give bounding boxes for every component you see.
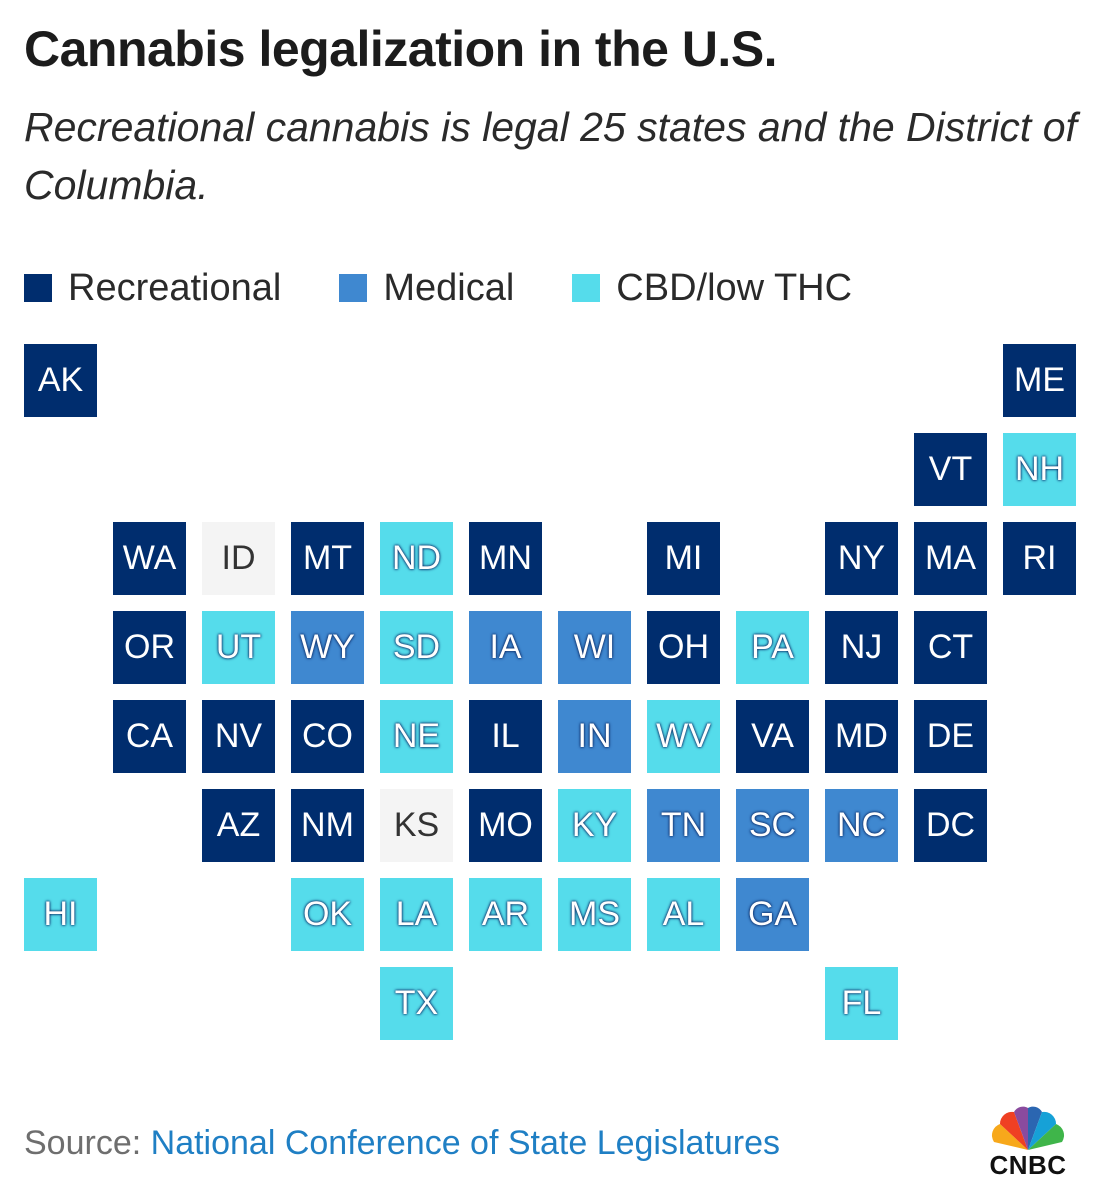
state-tile-wv: WV bbox=[647, 700, 720, 773]
state-tile-il: IL bbox=[469, 700, 542, 773]
legend-item-medical: Medical bbox=[339, 267, 514, 310]
state-tile-ne: NE bbox=[380, 700, 453, 773]
state-tile-md: MD bbox=[825, 700, 898, 773]
legend: Recreational Medical CBD/low THC bbox=[24, 262, 910, 314]
page-title: Cannabis legalization in the U.S. bbox=[24, 21, 778, 77]
state-tile-ar: AR bbox=[469, 878, 542, 951]
legend-swatch-medical bbox=[339, 274, 368, 302]
state-tile-pa: PA bbox=[736, 611, 809, 684]
state-tile-nc: NC bbox=[825, 789, 898, 862]
state-tile-ks: KS bbox=[380, 789, 453, 862]
legend-label-recreational: Recreational bbox=[68, 266, 282, 309]
source-label: Source: bbox=[24, 1124, 142, 1162]
state-tile-wi: WI bbox=[558, 611, 631, 684]
state-tile-nv: NV bbox=[202, 700, 275, 773]
state-tile-ok: OK bbox=[291, 878, 364, 951]
state-tile-nh: NH bbox=[1003, 433, 1076, 506]
cnbc-logo-text: CNBC bbox=[989, 1150, 1067, 1180]
state-tile-la: LA bbox=[380, 878, 453, 951]
state-tile-va: VA bbox=[736, 700, 809, 773]
state-tile-ct: CT bbox=[914, 611, 987, 684]
legend-item-cbd: CBD/low THC bbox=[572, 267, 852, 310]
source-line: Source: National Conference of State Leg… bbox=[24, 1124, 780, 1163]
state-tile-ms: MS bbox=[558, 878, 631, 951]
state-tile-wa: WA bbox=[113, 522, 186, 595]
state-tile-me: ME bbox=[1003, 344, 1076, 417]
state-tile-mo: MO bbox=[469, 789, 542, 862]
state-tile-ca: CA bbox=[113, 700, 186, 773]
state-tile-ut: UT bbox=[202, 611, 275, 684]
legend-swatch-recreational bbox=[24, 274, 52, 302]
state-tile-ga: GA bbox=[736, 878, 809, 951]
state-tile-az: AZ bbox=[202, 789, 275, 862]
state-tile-vt: VT bbox=[914, 433, 987, 506]
peacock-icon bbox=[991, 1106, 1065, 1150]
state-tile-oh: OH bbox=[647, 611, 720, 684]
state-tile-ak: AK bbox=[24, 344, 97, 417]
state-tile-ky: KY bbox=[558, 789, 631, 862]
state-tile-tx: TX bbox=[380, 967, 453, 1040]
state-tile-sd: SD bbox=[380, 611, 453, 684]
page-subtitle: Recreational cannabis is legal 25 states… bbox=[24, 104, 1077, 208]
state-tile-sc: SC bbox=[736, 789, 809, 862]
state-tile-in: IN bbox=[558, 700, 631, 773]
state-tile-dc: DC bbox=[914, 789, 987, 862]
state-tile-fl: FL bbox=[825, 967, 898, 1040]
source-name: National Conference of State Legislature… bbox=[150, 1124, 781, 1162]
state-tile-de: DE bbox=[914, 700, 987, 773]
legend-label-cbd: CBD/low THC bbox=[616, 266, 853, 309]
state-tile-al: AL bbox=[647, 878, 720, 951]
state-tile-mn: MN bbox=[469, 522, 542, 595]
state-tile-hi: HI bbox=[24, 878, 97, 951]
state-tile-nj: NJ bbox=[825, 611, 898, 684]
state-tile-co: CO bbox=[291, 700, 364, 773]
state-tile-or: OR bbox=[113, 611, 186, 684]
state-tile-ia: IA bbox=[469, 611, 542, 684]
legend-swatch-cbd bbox=[572, 274, 601, 302]
legend-item-recreational: Recreational bbox=[24, 267, 281, 310]
state-tile-tn: TN bbox=[647, 789, 720, 862]
state-tile-wy: WY bbox=[291, 611, 364, 684]
state-tile-nd: ND bbox=[380, 522, 453, 595]
state-tile-mi: MI bbox=[647, 522, 720, 595]
state-tile-mt: MT bbox=[291, 522, 364, 595]
state-tile-id: ID bbox=[202, 522, 275, 595]
legend-label-medical: Medical bbox=[383, 266, 515, 309]
cnbc-logo: CNBC bbox=[980, 1100, 1076, 1180]
state-tile-nm: NM bbox=[291, 789, 364, 862]
state-tile-ny: NY bbox=[825, 522, 898, 595]
state-tile-ri: RI bbox=[1003, 522, 1076, 595]
state-tile-ma: MA bbox=[914, 522, 987, 595]
